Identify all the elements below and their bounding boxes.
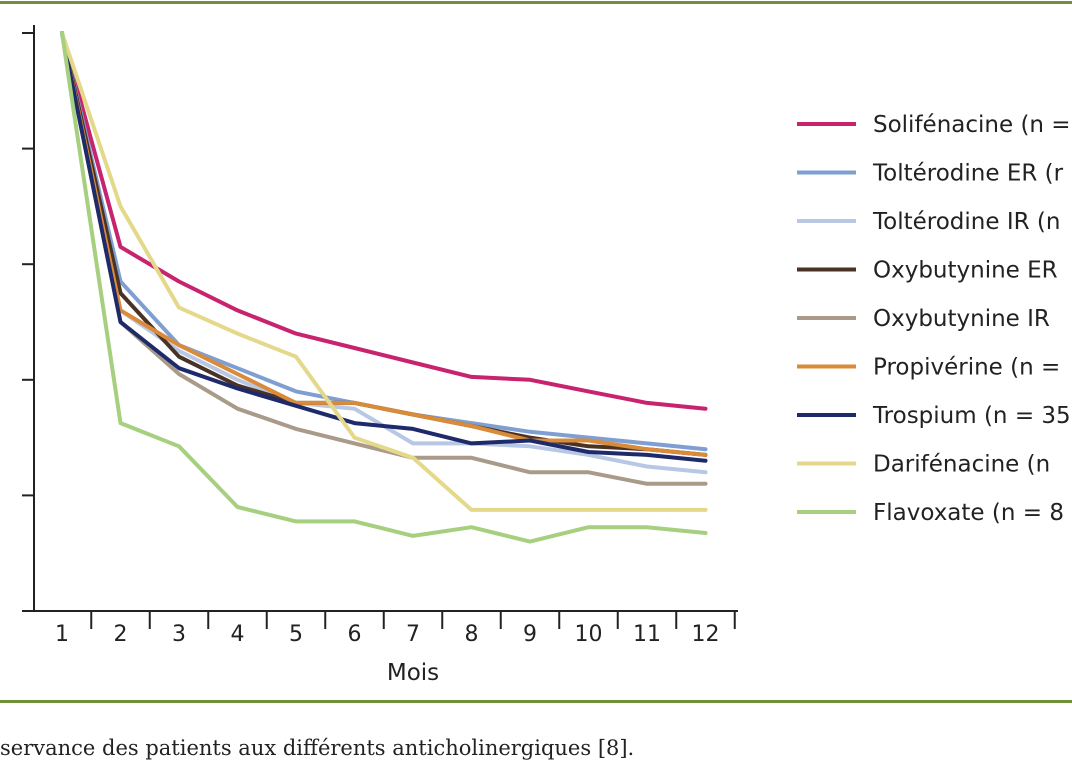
x-tick-label: 4: [231, 622, 245, 647]
x-tick-label: 10: [575, 622, 603, 647]
legend-label: Toltérodine IR (n: [872, 209, 1060, 235]
x-tick-label: 8: [465, 622, 479, 647]
legend-label: Trospium (n = 35: [872, 403, 1071, 429]
series-line-8: [60, 31, 708, 512]
series-line-1: [60, 31, 708, 411]
legend-label: Toltérodine ER (r: [872, 161, 1064, 187]
x-tick-label: 6: [348, 622, 362, 647]
series-line-4: [60, 31, 708, 457]
series-lines: [60, 31, 708, 544]
legend-label: Solifénacine (n =: [873, 112, 1071, 138]
x-tick-label: 7: [406, 622, 420, 647]
bottom-rule: [0, 700, 1072, 703]
x-tick-label: 12: [692, 622, 720, 647]
legend-label: Oxybutynine ER: [873, 258, 1058, 284]
legend-label: Oxybutynine IR: [873, 306, 1050, 332]
series-line-6: [60, 31, 708, 457]
legend: Solifénacine (n = Toltérodine ER (r Toltér…: [797, 112, 1071, 526]
x-tick-label: 5: [289, 622, 303, 647]
series-line-9: [60, 31, 708, 544]
x-tick-label: 1: [55, 622, 69, 647]
x-tick-label: 11: [633, 622, 661, 647]
legend-label: Propivérine (n =: [873, 355, 1060, 381]
x-axis-title: Mois: [387, 660, 439, 686]
top-rule: [0, 1, 1072, 4]
x-tick-label: 9: [523, 622, 537, 647]
series-line-7: [60, 31, 708, 463]
x-tick-label: 2: [114, 622, 128, 647]
series-line-5: [60, 31, 708, 486]
legend-label: Darifénacine (n: [873, 452, 1050, 478]
x-tick-label: 3: [172, 622, 186, 647]
series-line-2: [60, 31, 708, 452]
legend-label: Flavoxate (n = 8: [873, 500, 1064, 526]
figure-caption: servance des patients aux différents ant…: [0, 736, 635, 760]
series-line-3: [60, 31, 708, 475]
